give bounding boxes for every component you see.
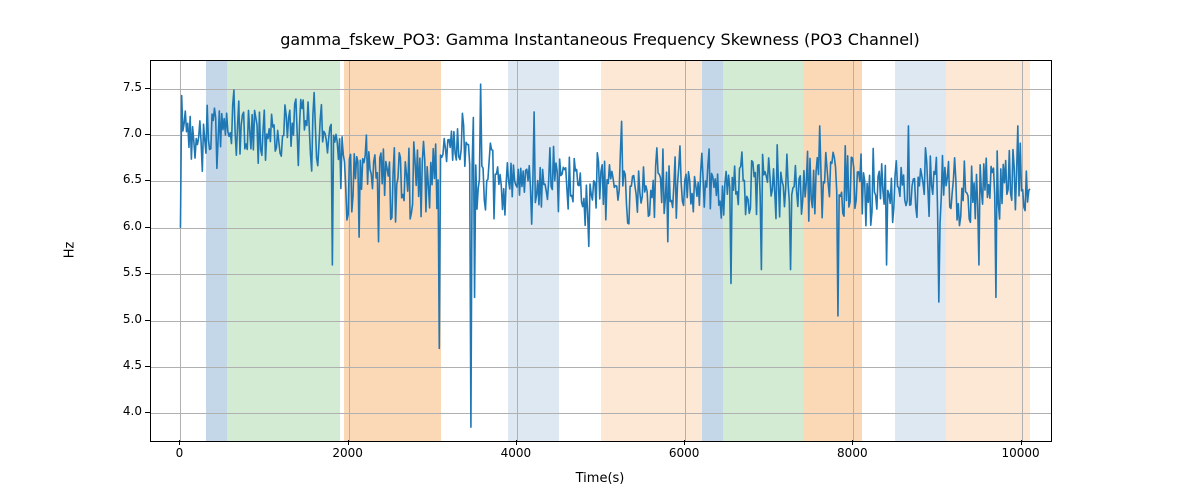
- y-tick-label: 7.5: [102, 80, 142, 94]
- x-tick-label: 6000: [654, 446, 714, 460]
- x-tick-label: 0: [149, 446, 209, 460]
- x-tick-mark: [179, 440, 180, 445]
- y-tick-label: 7.0: [102, 126, 142, 140]
- y-tick-label: 6.5: [102, 172, 142, 186]
- y-tick-mark: [145, 320, 150, 321]
- y-tick-mark: [145, 134, 150, 135]
- x-tick-mark: [852, 440, 853, 445]
- y-tick-label: 4.0: [102, 404, 142, 418]
- plot-area: [150, 60, 1052, 442]
- y-tick-mark: [145, 273, 150, 274]
- y-tick-mark: [145, 180, 150, 181]
- y-tick-mark: [145, 412, 150, 413]
- x-tick-label: 4000: [486, 446, 546, 460]
- y-tick-label: 6.0: [102, 219, 142, 233]
- chart-title: gamma_fskew_PO3: Gamma Instantaneous Fre…: [0, 30, 1200, 49]
- line-series: [151, 61, 1051, 441]
- x-axis-label: Time(s): [0, 471, 1200, 486]
- x-tick-label: 2000: [318, 446, 378, 460]
- y-tick-label: 4.5: [102, 358, 142, 372]
- x-tick-mark: [516, 440, 517, 445]
- figure: gamma_fskew_PO3: Gamma Instantaneous Fre…: [0, 0, 1200, 500]
- x-tick-label: 8000: [822, 446, 882, 460]
- y-tick-mark: [145, 88, 150, 89]
- y-tick-label: 5.5: [102, 265, 142, 279]
- series-path: [180, 84, 1030, 427]
- y-tick-mark: [145, 227, 150, 228]
- x-tick-mark: [348, 440, 349, 445]
- x-tick-label: 10000: [991, 446, 1051, 460]
- y-tick-mark: [145, 366, 150, 367]
- y-axis-label: Hz: [63, 242, 78, 259]
- x-tick-mark: [684, 440, 685, 445]
- y-tick-label: 5.0: [102, 312, 142, 326]
- x-tick-mark: [1021, 440, 1022, 445]
